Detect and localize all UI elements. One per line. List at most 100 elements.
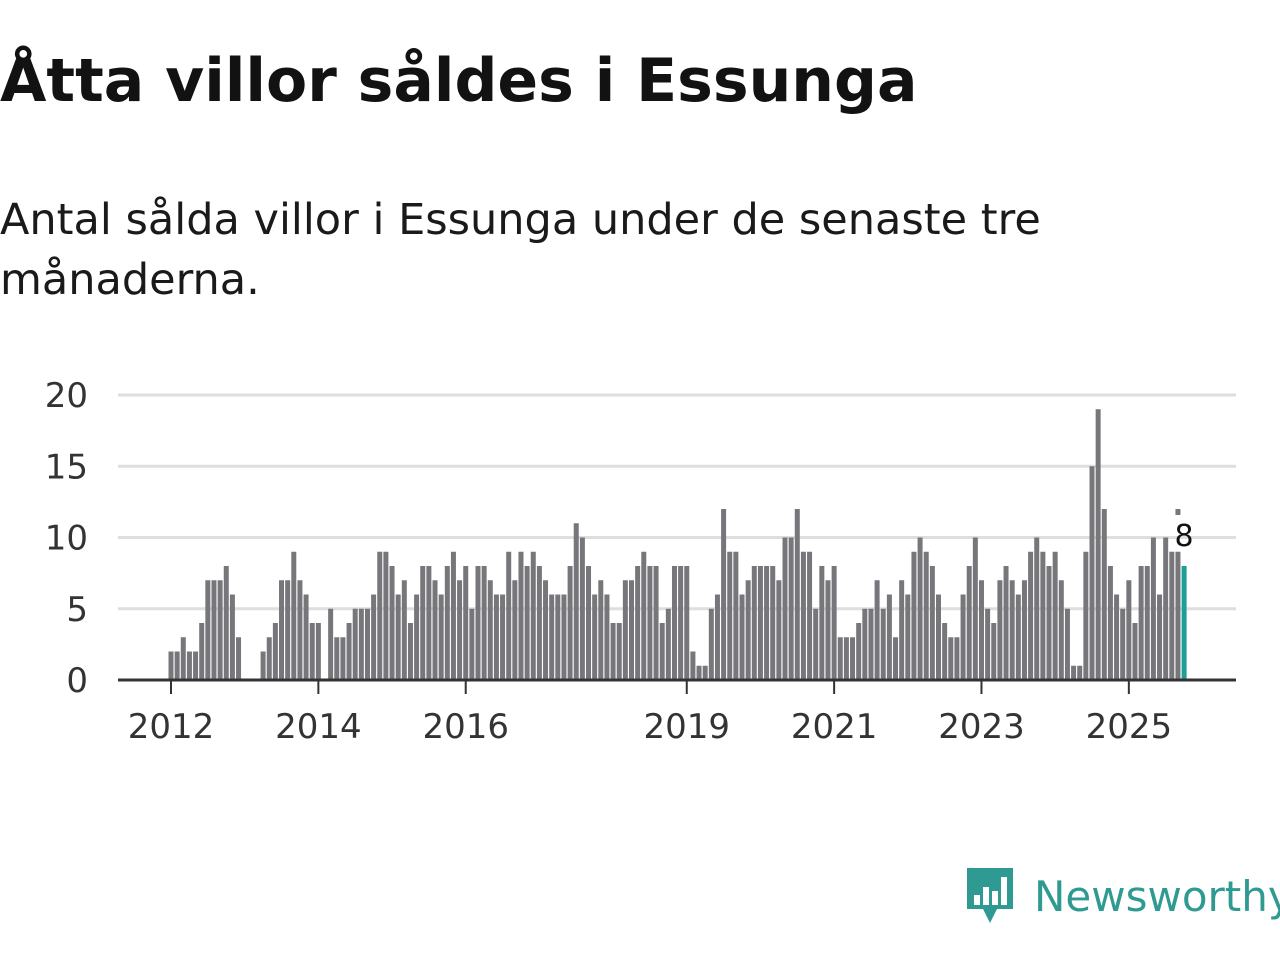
- bar: [303, 594, 309, 680]
- x-tick-label: 2014: [275, 707, 362, 747]
- bar: [782, 537, 788, 680]
- bar: [997, 580, 1003, 680]
- bar: [266, 637, 272, 680]
- bar: [444, 566, 450, 680]
- bar: [954, 637, 960, 680]
- bar: [536, 566, 542, 680]
- bar: [420, 566, 426, 680]
- bar: [1077, 665, 1083, 680]
- bar: [291, 551, 297, 680]
- bar: [1040, 551, 1046, 680]
- bar: [487, 580, 493, 680]
- bar: [260, 651, 266, 680]
- x-tick-label: 2012: [128, 707, 215, 747]
- bar: [229, 594, 235, 680]
- bar: [530, 551, 536, 680]
- bar: [328, 608, 334, 680]
- bar: [199, 623, 205, 680]
- bar: [604, 594, 610, 680]
- bar: [1015, 594, 1021, 680]
- bar: [1028, 551, 1034, 680]
- bar: [1046, 566, 1052, 680]
- bar: [205, 580, 211, 680]
- bar: [794, 509, 800, 680]
- bar: [285, 580, 291, 680]
- bar: [432, 580, 438, 680]
- bar: [641, 551, 647, 680]
- bar: [1052, 551, 1058, 680]
- x-tick-label: 2021: [791, 707, 878, 747]
- bar: [721, 509, 727, 680]
- bar: [770, 566, 776, 680]
- bar: [549, 594, 555, 680]
- bar: [1003, 566, 1009, 680]
- bar: [1144, 566, 1150, 680]
- bar: [1175, 551, 1181, 680]
- bar: [579, 537, 585, 680]
- newsworthy-brand: Newsworthy: [964, 864, 1280, 928]
- bar: [475, 566, 481, 680]
- bar: [586, 566, 592, 680]
- x-tick-label: 2016: [422, 707, 509, 747]
- bar: [843, 637, 849, 680]
- bar: [1163, 537, 1169, 680]
- bar: [450, 551, 456, 680]
- bar: [1095, 409, 1101, 680]
- bar: [868, 608, 874, 680]
- x-tick-label: 2023: [938, 707, 1025, 747]
- bar: [690, 651, 696, 680]
- bar: [610, 623, 616, 680]
- bar: [678, 566, 684, 680]
- bar: [936, 594, 941, 680]
- bar: [733, 551, 739, 680]
- bar: [438, 594, 444, 680]
- bar: [1120, 608, 1126, 680]
- bar: [1150, 537, 1156, 680]
- bar: [960, 594, 966, 680]
- bar: [825, 580, 831, 680]
- bar: [745, 580, 751, 680]
- bar: [512, 580, 518, 680]
- bar: [506, 551, 512, 680]
- bar: [647, 566, 653, 680]
- bar: [671, 566, 677, 680]
- bar: [991, 623, 997, 680]
- bar: [555, 594, 561, 680]
- bar: [401, 580, 407, 680]
- y-tick-label: 10: [45, 519, 88, 559]
- bar: [315, 623, 321, 680]
- bar: [788, 537, 794, 680]
- y-tick-label: 5: [66, 590, 88, 630]
- bar: [383, 551, 389, 680]
- bar: [469, 608, 475, 680]
- bar: [739, 594, 745, 680]
- bar: [346, 623, 352, 680]
- bar: [708, 608, 714, 680]
- bar: [236, 637, 242, 680]
- bar: [929, 566, 935, 680]
- bar: [457, 580, 463, 680]
- bar: [684, 566, 690, 680]
- bar: [174, 651, 180, 680]
- bar: [493, 594, 499, 680]
- chart-title: Åtta villor såldes i Essunga: [0, 46, 918, 116]
- bar: [211, 580, 217, 680]
- bar: [1169, 551, 1175, 680]
- bar: [1064, 608, 1070, 680]
- bar: [371, 594, 377, 680]
- bar: [616, 623, 622, 680]
- bar: [800, 551, 806, 680]
- bar: [426, 566, 432, 680]
- bar: [561, 594, 567, 680]
- bar: [874, 580, 880, 680]
- bar: [297, 580, 303, 680]
- bar: [905, 594, 911, 680]
- bar-chart: 0 5 10 15 20 8 2012 2014 2016 2019 2021 2023 2025: [45, 376, 1236, 747]
- bar: [1157, 594, 1163, 680]
- bar: [757, 566, 763, 680]
- bar: [364, 608, 370, 680]
- bar: [856, 623, 862, 680]
- y-tick-label: 0: [66, 661, 88, 701]
- bar: [622, 580, 628, 680]
- bar: [358, 608, 364, 680]
